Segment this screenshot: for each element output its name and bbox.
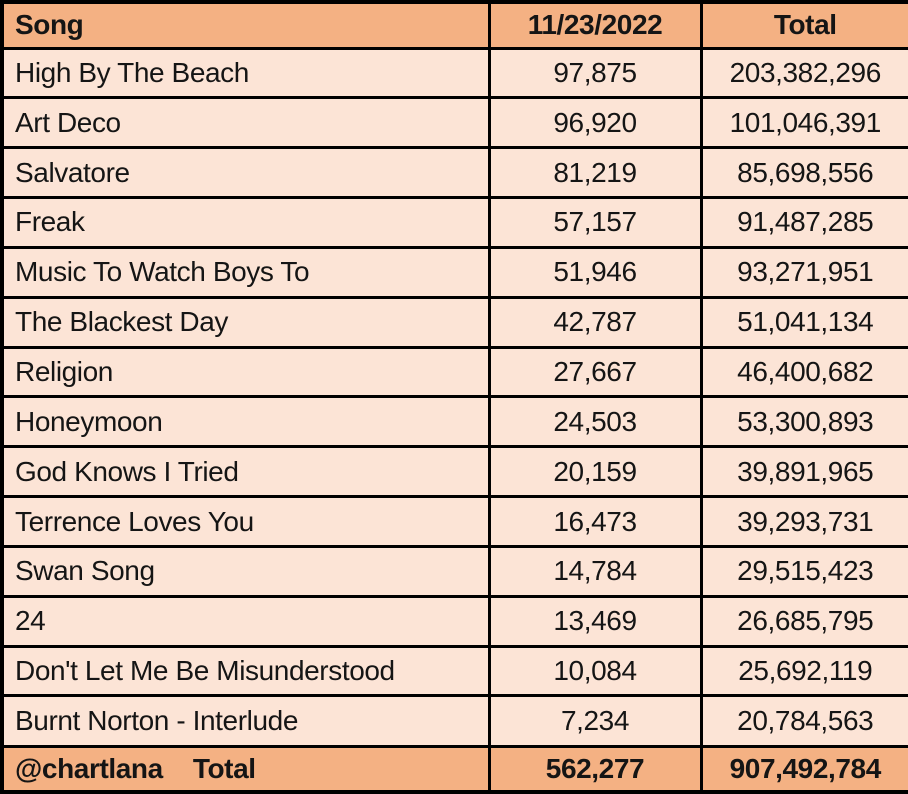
daily-streams: 97,875 — [487, 46, 703, 100]
song-name: High By The Beach — [0, 46, 491, 100]
song-name: 24 — [0, 594, 491, 648]
song-name: Art Deco — [0, 96, 491, 150]
total-streams: 53,300,893 — [699, 395, 908, 449]
daily-streams: 81,219 — [487, 146, 703, 200]
total-streams: 39,293,731 — [699, 495, 908, 548]
daily-streams: 42,787 — [487, 295, 703, 349]
daily-streams: 16,473 — [487, 495, 703, 548]
song-name: Religion — [0, 345, 491, 399]
table-row: Terrence Loves You 16,473 39,293,731 — [0, 495, 908, 548]
table-row: Art Deco 96,920 101,046,391 — [0, 96, 908, 150]
song-name: The Blackest Day — [0, 295, 491, 349]
table-row: Religion 27,667 46,400,682 — [0, 345, 908, 399]
daily-streams: 10,084 — [487, 644, 703, 698]
table-row: Don't Let Me Be Misunderstood 10,084 25,… — [0, 644, 908, 698]
song-name: Music To Watch Boys To — [0, 245, 491, 299]
table-row: God Knows I Tried 20,159 39,891,965 — [0, 445, 908, 499]
song-name: Don't Let Me Be Misunderstood — [0, 644, 491, 698]
total-streams: 39,891,965 — [699, 445, 908, 499]
table-row: Swan Song 14,784 29,515,423 — [0, 544, 908, 598]
total-streams: 85,698,556 — [699, 146, 908, 200]
table-row: Honeymoon 24,503 53,300,893 — [0, 395, 908, 449]
total-streams: 25,692,119 — [699, 644, 908, 698]
grand-total-streams: 907,492,784 — [699, 744, 908, 794]
daily-streams: 51,946 — [487, 245, 703, 299]
total-streams: 51,041,134 — [699, 295, 908, 349]
song-name: Terrence Loves You — [0, 495, 491, 548]
daily-streams: 7,234 — [487, 694, 703, 748]
credit-handle: @chartlana — [15, 752, 163, 784]
totals-label: Total — [192, 752, 256, 784]
table-row: Freak 57,157 91,487,285 — [0, 196, 908, 249]
total-streams: 46,400,682 — [699, 345, 908, 399]
total-streams: 101,046,391 — [699, 96, 908, 150]
table-row: High By The Beach 97,875 203,382,296 — [0, 46, 908, 100]
daily-streams: 14,784 — [487, 544, 703, 598]
total-streams: 26,685,795 — [699, 594, 908, 648]
total-streams: 91,487,285 — [699, 196, 908, 249]
daily-streams: 24,503 — [487, 395, 703, 449]
header-row: Song 11/23/2022 Total — [0, 0, 908, 50]
song-name: Freak — [0, 196, 491, 249]
total-streams: 93,271,951 — [699, 245, 908, 299]
totals-label-cell: @chartlana Total — [0, 744, 491, 794]
column-header-song: Song — [0, 0, 491, 50]
daily-streams: 27,667 — [487, 345, 703, 399]
song-name: Salvatore — [0, 146, 491, 200]
total-streams: 203,382,296 — [699, 46, 908, 100]
table-row: 24 13,469 26,685,795 — [0, 594, 908, 648]
song-name: Burnt Norton - Interlude — [0, 694, 491, 748]
daily-streams: 13,469 — [487, 594, 703, 648]
table-row: Music To Watch Boys To 51,946 93,271,951 — [0, 245, 908, 299]
daily-streams: 96,920 — [487, 96, 703, 150]
table-row: Salvatore 81,219 85,698,556 — [0, 146, 908, 200]
daily-streams-total: 562,277 — [487, 744, 703, 794]
table-row: The Blackest Day 42,787 51,041,134 — [0, 295, 908, 349]
total-streams: 29,515,423 — [699, 544, 908, 598]
table-row: Burnt Norton - Interlude 7,234 20,784,56… — [0, 694, 908, 748]
daily-streams: 57,157 — [487, 196, 703, 249]
column-header-date: 11/23/2022 — [487, 0, 703, 50]
daily-streams: 20,159 — [487, 445, 703, 499]
total-streams: 20,784,563 — [699, 694, 908, 748]
song-name: Swan Song — [0, 544, 491, 598]
song-name: Honeymoon — [0, 395, 491, 449]
song-name: God Knows I Tried — [0, 445, 491, 499]
totals-row: @chartlana Total 562,277 907,492,784 — [0, 744, 908, 794]
column-header-total: Total — [699, 0, 908, 50]
